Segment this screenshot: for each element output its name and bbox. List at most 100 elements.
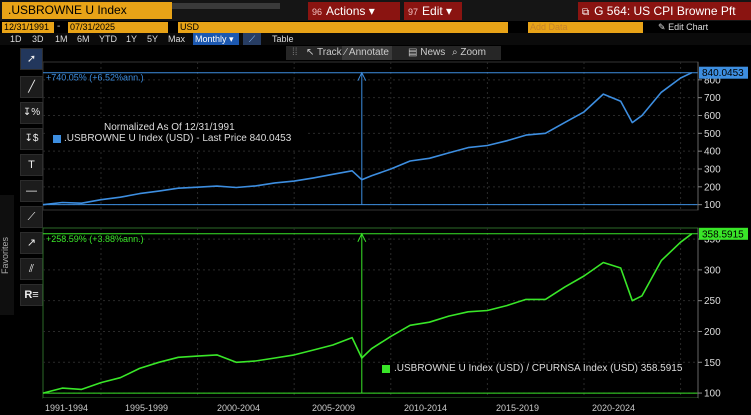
currency-field[interactable]: USD bbox=[178, 22, 508, 33]
x-label: 1995-1999 bbox=[125, 403, 169, 413]
end-date-field[interactable]: 07/31/2025 bbox=[68, 22, 168, 33]
track-button[interactable]: ↖ Track bbox=[306, 46, 342, 60]
x-axis: 1991-1994 1995-1999 2000-2004 2005-2009 … bbox=[43, 398, 698, 415]
trendline-icon[interactable]: ⟋ bbox=[20, 206, 43, 228]
zoom-button[interactable]: ⌕ Zoom bbox=[452, 46, 486, 60]
ticker-field[interactable]: .USBROWNE U Index bbox=[2, 2, 172, 19]
bottom-legend: .USBROWNE U Index (USD) / CPURNSA Index … bbox=[378, 363, 690, 376]
legend-entry-top: .USBROWNE U Index (USD) - Last Price 840… bbox=[64, 133, 292, 144]
top-series bbox=[42, 71, 693, 206]
y-tick-label: 600 bbox=[704, 111, 721, 122]
line-chart-icon[interactable]: ⟋ bbox=[243, 33, 261, 45]
period-ytd[interactable]: YTD bbox=[99, 34, 117, 44]
period-1d[interactable]: 1D bbox=[10, 34, 22, 44]
frequency-dropdown[interactable]: Monthly ▾ bbox=[193, 33, 239, 45]
annotate-label: Annotate bbox=[348, 47, 389, 58]
y-tick-label: 200 bbox=[704, 182, 721, 193]
pencil-icon: ✎ bbox=[658, 22, 666, 32]
period-3d[interactable]: 3D bbox=[32, 34, 44, 44]
top-annotation[interactable]: +740.05% (+6.52%ann.) bbox=[43, 71, 698, 206]
annotate-button[interactable]: ∕ Annotate bbox=[342, 46, 392, 60]
date-separator: - bbox=[57, 21, 61, 32]
pencil-icon: ∕ bbox=[345, 47, 347, 58]
y-tick-label: 200 bbox=[704, 327, 721, 338]
news-icon: ▤ bbox=[408, 47, 418, 58]
table-button[interactable]: Table bbox=[272, 34, 294, 44]
edit-key: 97 bbox=[408, 7, 419, 17]
header-strip bbox=[172, 3, 280, 9]
period-5y[interactable]: 5Y bbox=[147, 34, 159, 44]
edit-label: Edit bbox=[422, 4, 443, 18]
x-label: 2010-2014 bbox=[404, 403, 448, 413]
bottom-series bbox=[42, 233, 693, 394]
y-tick-label: 400 bbox=[704, 147, 721, 158]
last-price-badge bbox=[699, 66, 748, 79]
period-1m[interactable]: 1M bbox=[55, 34, 68, 44]
period-1y[interactable]: 1Y bbox=[126, 34, 138, 44]
y-tick-label: 300 bbox=[704, 164, 721, 175]
period-max[interactable]: Max bbox=[168, 34, 186, 44]
annotation-toolbar: ⁞⁞ ↖ Track ∕ Annotate ▤ News ⌕ Zoom bbox=[286, 46, 501, 60]
bottom-annotation[interactable]: +258.59% (+3.88%ann.) bbox=[43, 232, 698, 394]
edit-chart-button[interactable]: ✎ Edit Chart bbox=[658, 22, 708, 33]
x-label: 2000-2004 bbox=[217, 403, 261, 413]
window-icon: ⧉ bbox=[582, 7, 590, 18]
last-price-label: 358.5915 bbox=[702, 229, 744, 240]
favorites-tab[interactable] bbox=[0, 195, 14, 315]
pen-icon[interactable]: ╱ bbox=[20, 76, 43, 98]
drawing-toolbar: Favorites ➚ ╱ ↧% ↧$ T — ⟋ ↗ ⫽ R≡ bbox=[0, 45, 43, 415]
y-tick-label: 350 bbox=[704, 235, 721, 246]
arrow-head bbox=[357, 232, 367, 243]
legend-entry-bottom: .USBROWNE U Index (USD) / CPURNSA Index … bbox=[394, 363, 683, 374]
title-bar: .USBROWNE U Index 96 Actions ▾ 97 Edit ▾ ⧉… bbox=[0, 0, 751, 22]
graph-title: ⧉ G 564: US CPI Browne Pft bbox=[578, 2, 751, 20]
legend-swatch-green bbox=[382, 365, 390, 373]
series-line bbox=[42, 233, 693, 394]
last-price-badge bbox=[699, 227, 748, 240]
y-tick-label: 100 bbox=[704, 200, 721, 211]
start-date-field[interactable]: 12/31/1991 bbox=[2, 22, 54, 33]
legend-swatch-blue bbox=[53, 135, 61, 143]
x-label: 1991-1994 bbox=[45, 403, 89, 413]
series-line bbox=[42, 71, 693, 206]
x-label: 2020-2024 bbox=[592, 403, 636, 413]
y-tick-label: 300 bbox=[704, 265, 721, 276]
edit-menu-button[interactable]: 97 Edit ▾ bbox=[404, 2, 462, 20]
x-label: 2015-2019 bbox=[496, 403, 540, 413]
y-tick-label: 100 bbox=[704, 389, 721, 400]
pointer-icon[interactable]: ➚ bbox=[20, 48, 43, 70]
actions-menu-button[interactable]: 96 Actions ▾ bbox=[308, 2, 400, 20]
news-label: News bbox=[420, 47, 446, 58]
annotation-label: +258.59% (+3.88%ann.) bbox=[46, 234, 144, 244]
edit-chart-label: Edit Chart bbox=[668, 22, 709, 32]
x-label: 2005-2009 bbox=[312, 403, 356, 413]
period-6m[interactable]: 6M bbox=[77, 34, 90, 44]
drag-handle-icon[interactable]: ⁞⁞ bbox=[292, 47, 298, 58]
zoom-label: Zoom bbox=[460, 47, 486, 58]
y-tick-label: 500 bbox=[704, 129, 721, 140]
search-icon: ⌕ bbox=[452, 47, 458, 58]
graph-title-text: G 564: US CPI Browne Pft bbox=[594, 4, 736, 18]
actions-key: 96 bbox=[312, 7, 323, 17]
cursor-icon: ↖ bbox=[306, 47, 315, 58]
actions-label: Actions bbox=[326, 4, 366, 18]
news-button[interactable]: ▤ News bbox=[408, 46, 445, 60]
annotation-label: +740.05% (+6.52%ann.) bbox=[46, 73, 144, 83]
vertical-gridlines bbox=[100, 62, 682, 415]
normalized-label: Normalized As Of 12/31/1991 bbox=[104, 122, 235, 133]
arrow-head bbox=[357, 71, 367, 81]
period-row bbox=[0, 33, 751, 45]
y-tick-label: 250 bbox=[704, 296, 721, 307]
y-tick-label: 800 bbox=[704, 75, 721, 86]
track-label: Track bbox=[317, 47, 342, 58]
text-icon[interactable]: T bbox=[20, 154, 43, 176]
add-data-input[interactable]: Add Data bbox=[528, 22, 643, 33]
top-legend: Normalized As Of 12/31/1991 .USBROWNE U … bbox=[47, 118, 305, 150]
y-tick-label: 700 bbox=[704, 93, 721, 104]
y-tick-label: 150 bbox=[704, 358, 721, 369]
frequency-label: Monthly bbox=[195, 34, 227, 44]
